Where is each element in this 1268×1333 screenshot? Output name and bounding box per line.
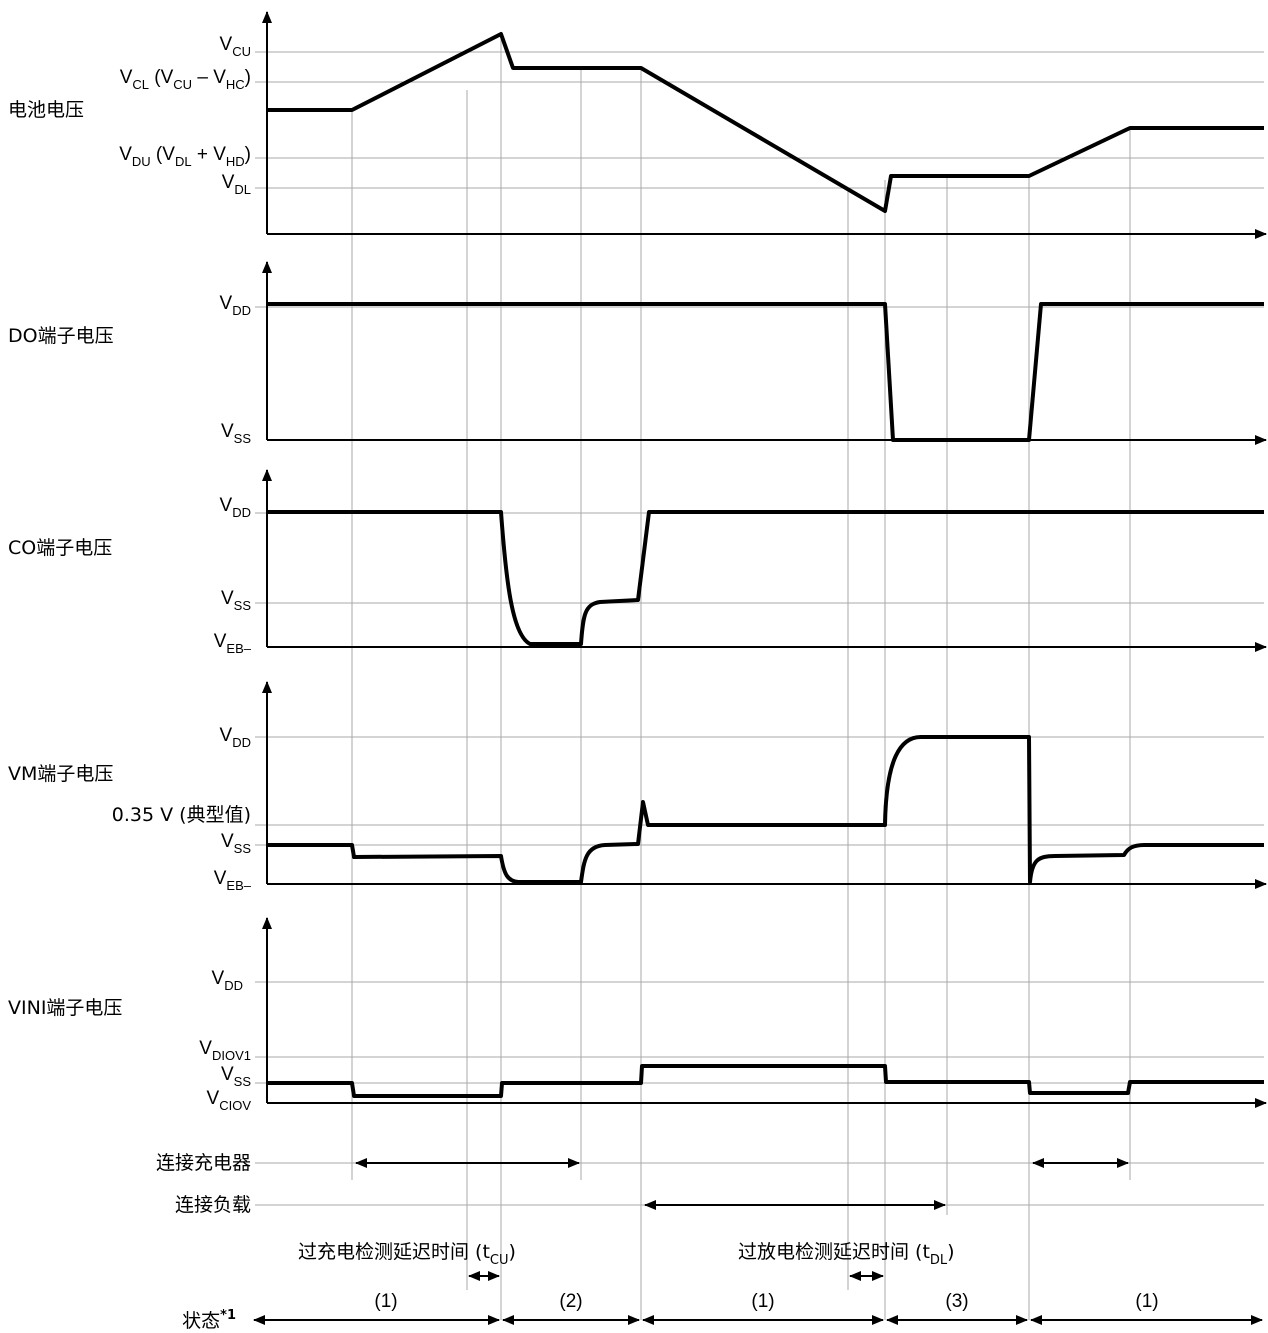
delay-annotations: 过充电检测延迟时间 (tCU) 过放电检测延迟时间 (tDL)	[298, 1241, 955, 1281]
co-level-veb: VEB–	[214, 631, 252, 656]
co-level-vss: VSS	[221, 588, 251, 613]
do-level-vss: VSS	[221, 421, 251, 446]
battery-level-vdu: VDU (VDL + VHD)	[119, 144, 251, 169]
battery-level-vdl: VDL	[222, 172, 251, 197]
co-level-vdd: VDD	[220, 495, 251, 520]
vini-pin-title: VINI端子电压	[8, 997, 122, 1019]
vm-pin-waveform	[267, 734, 1264, 884]
vm-level-vdd: VDD	[220, 725, 251, 750]
vm-pin-title: VM端子电压	[8, 763, 113, 785]
co-pin-title: CO端子电压	[8, 537, 112, 559]
charger-connected-label: 连接充电器	[156, 1152, 251, 1174]
state-segment-4: (3)	[945, 1291, 968, 1312]
overdischarge-delay-label: 过放电检测延迟时间 (tDL)	[738, 1241, 955, 1268]
battery-voltage-title: 电池电压	[8, 99, 84, 121]
vini-level-vciov: VCIOV	[207, 1088, 252, 1113]
state-label: 状态*1	[182, 1308, 236, 1332]
vm-level-vss: VSS	[221, 831, 251, 856]
vini-level-vss: VSS	[221, 1064, 251, 1089]
vm-level-typical: 0.35 V (典型值)	[112, 804, 251, 826]
battery-level-vcu: VCU	[220, 34, 251, 59]
vini-pin-panel: VINI端子电压 VDD VDIOV1 VSS VCIOV	[8, 917, 1267, 1113]
state-row: 状态*1 (1) (2) (1) (3) (1)	[182, 1291, 1263, 1332]
conditions: 连接充电器 连接负载	[156, 1152, 1129, 1216]
vini-pin-waveform	[267, 1064, 1264, 1098]
state-segment-5: (1)	[1135, 1291, 1158, 1312]
do-level-vdd: VDD	[220, 293, 251, 318]
level-gridlines	[255, 51, 1264, 1206]
state-segment-3: (1)	[751, 1291, 774, 1312]
vini-level-vdiov1: VDIOV1	[199, 1038, 251, 1063]
co-pin-panel: CO端子电压 VDD VSS VEB–	[8, 469, 1267, 656]
do-pin-waveform	[267, 302, 1264, 442]
vini-level-vdd: VDD	[212, 968, 243, 993]
overcharge-delay-label: 过充电检测延迟时间 (tCU)	[298, 1241, 516, 1268]
state-segment-1: (1)	[374, 1291, 397, 1312]
battery-voltage-panel: 电池电压 VCU VCL (VCU – VHC) VDU (VDL + VHD)…	[8, 11, 1267, 239]
state-segment-2: (2)	[559, 1291, 582, 1312]
vm-pin-panel: VM端子电压 VDD 0.35 V (典型值) VSS VEB–	[8, 681, 1267, 893]
co-pin-waveform	[267, 510, 1264, 646]
battery-voltage-waveform	[267, 32, 1264, 213]
battery-level-vcl: VCL (VCU – VHC)	[120, 67, 251, 92]
load-connected-label: 连接负载	[175, 1194, 251, 1216]
do-pin-panel: DO端子电压 VDD VSS	[8, 261, 1267, 446]
time-gridlines	[351, 35, 1131, 1320]
do-pin-title: DO端子电压	[8, 325, 114, 347]
vm-level-veb: VEB–	[214, 868, 252, 893]
